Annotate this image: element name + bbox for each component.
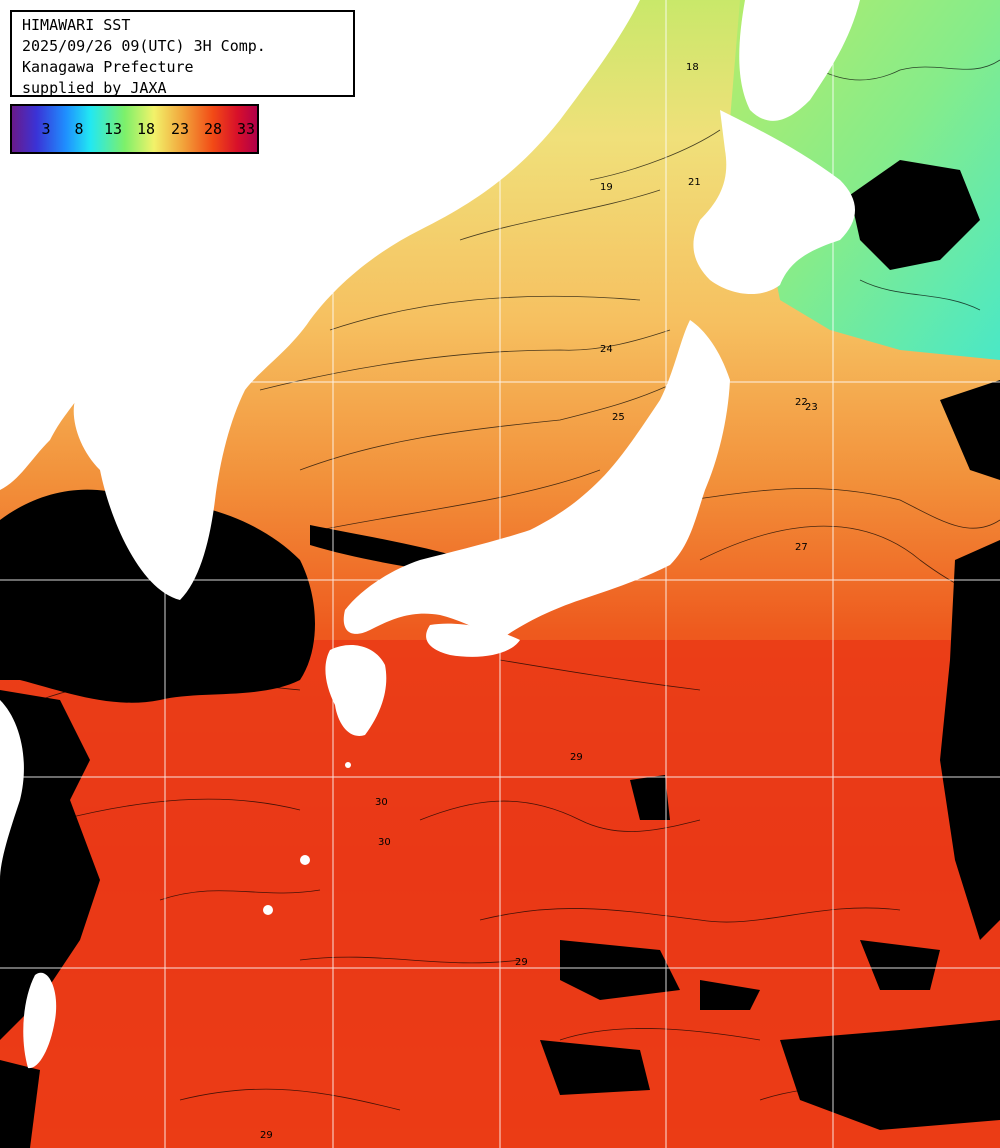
colorbar-tick: 8 [74, 120, 84, 138]
land-shikoku [426, 623, 520, 657]
colorbar-tick: 28 [203, 120, 223, 138]
contour-label: 29 [570, 752, 583, 763]
contour-label: 23 [805, 402, 818, 413]
land-honshu [343, 320, 730, 640]
land-sakhalin [739, 0, 860, 121]
temperature-colorbar: 3 8 13 18 23 28 33 [10, 104, 259, 154]
contour-label: 29 [515, 957, 528, 968]
contour-labels: 18 19 21 22 23 24 25 27 28 29 30 30 29 2… [150, 62, 818, 1141]
contour-label: 30 [375, 797, 388, 808]
contour-label: 25 [612, 412, 625, 423]
contour-label: 28 [150, 684, 163, 695]
colorbar-tick: 3 [41, 120, 51, 138]
colorbar-tick: 18 [136, 120, 156, 138]
colorbar-tick: 23 [170, 120, 190, 138]
contour-label: 29 [260, 1130, 273, 1141]
contour-label: 24 [600, 344, 613, 355]
latitude-label-40n: 40N [16, 354, 40, 368]
contour-label: 27 [795, 542, 808, 553]
contour-label: 22 [795, 397, 808, 408]
contour-label: 18 [686, 62, 699, 73]
contour-label: 21 [688, 177, 701, 188]
land-kyushu [325, 645, 387, 736]
colorbar-tick: 13 [103, 120, 123, 138]
isotherm-contours [39, 39, 1000, 1111]
land-taiwan [23, 972, 57, 1069]
region-label: Kanagawa Prefecture [22, 58, 194, 76]
timestamp-label: 2025/09/26 09(UTC) 3H Comp. [22, 37, 266, 55]
colorbar-tick: 33 [236, 120, 256, 138]
source-credit: supplied by JAXA [22, 79, 167, 97]
colorbar-values: 3 8 13 18 23 28 33 [12, 120, 257, 140]
contour-label: 19 [600, 182, 613, 193]
cloud-cover [0, 127, 1000, 1148]
product-title: HIMAWARI SST [22, 16, 131, 34]
land-china-coast [0, 700, 24, 880]
land-hokkaido [693, 110, 855, 295]
contour-label: 30 [378, 837, 391, 848]
map-info-box: HIMAWARI SST 2025/09/26 09(UTC) 3H Comp.… [10, 10, 355, 97]
